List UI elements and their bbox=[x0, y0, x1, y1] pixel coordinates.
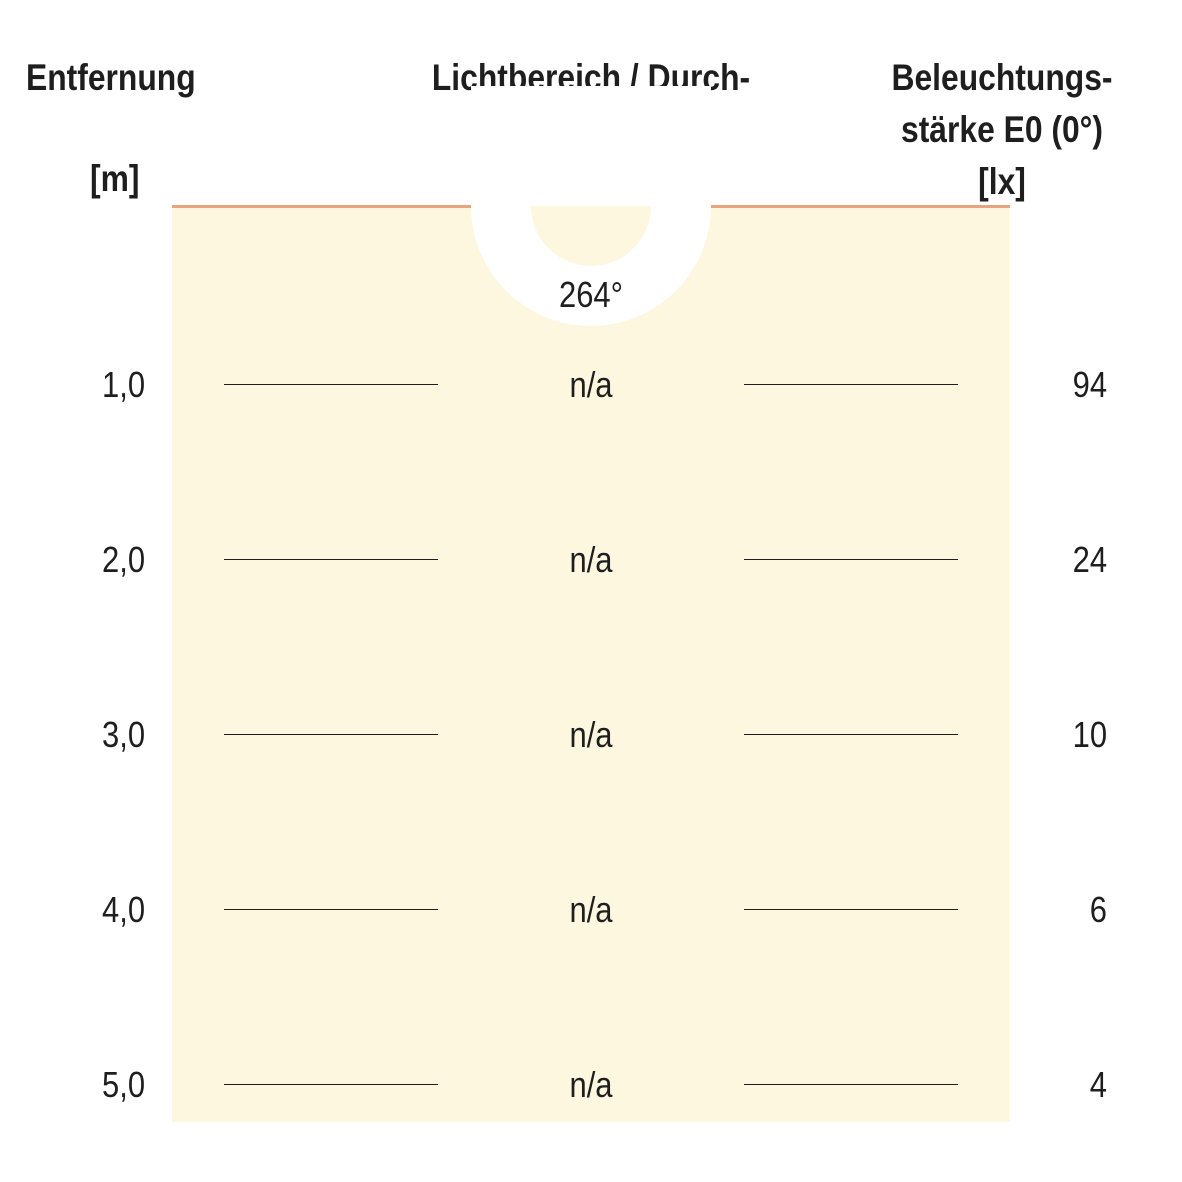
table-row: 5,0 n/a 4 bbox=[0, 1055, 1182, 1115]
diameter-value: n/a bbox=[569, 889, 613, 930]
illuminance-value: 4 bbox=[1089, 1064, 1107, 1105]
header-distance-unit: [m] bbox=[90, 158, 140, 199]
row-line-right bbox=[744, 909, 958, 910]
row-line-right bbox=[744, 384, 958, 385]
row-line-right bbox=[744, 734, 958, 735]
distance-value: 2,0 bbox=[101, 539, 145, 580]
illuminance-value: 94 bbox=[1072, 364, 1107, 405]
illuminance-value: 24 bbox=[1072, 539, 1107, 580]
row-line-left bbox=[224, 559, 438, 560]
distance-value: 3,0 bbox=[101, 714, 145, 755]
header-distance: Entfernung bbox=[26, 57, 196, 98]
diameter-value: n/a bbox=[569, 539, 613, 580]
row-line-left bbox=[224, 734, 438, 735]
diameter-value: n/a bbox=[569, 714, 613, 755]
illuminance-value: 6 bbox=[1089, 889, 1107, 930]
row-line-right bbox=[744, 559, 958, 560]
row-line-left bbox=[224, 1084, 438, 1085]
distance-value: 5,0 bbox=[101, 1064, 145, 1105]
header-illuminance-unit: [lx] bbox=[978, 161, 1026, 202]
header-illuminance-line1: Beleuchtungs- bbox=[891, 57, 1113, 98]
top-line-right bbox=[711, 205, 1010, 208]
header-illuminance: Beleuchtungs- stärke E0 (0°) [lx] bbox=[873, 52, 1131, 208]
table-row: 4,0 n/a 6 bbox=[0, 880, 1182, 940]
header-illuminance-line2: stärke E0 (0°) bbox=[901, 109, 1103, 150]
lamp-arc-mask bbox=[471, 86, 711, 206]
top-line-left bbox=[172, 205, 471, 208]
row-line-left bbox=[224, 384, 438, 385]
diameter-value: n/a bbox=[569, 1064, 613, 1105]
table-row: 1,0 n/a 94 bbox=[0, 355, 1182, 415]
table-row: 3,0 n/a 10 bbox=[0, 705, 1182, 765]
row-line-right bbox=[744, 1084, 958, 1085]
row-line-left bbox=[224, 909, 438, 910]
illuminance-value: 10 bbox=[1072, 714, 1107, 755]
beam-angle: 264° bbox=[558, 274, 624, 315]
distance-value: 4,0 bbox=[101, 889, 145, 930]
light-area-panel bbox=[172, 206, 1010, 1122]
distance-value: 1,0 bbox=[101, 364, 145, 405]
table-row: 2,0 n/a 24 bbox=[0, 530, 1182, 590]
diameter-value: n/a bbox=[569, 364, 613, 405]
